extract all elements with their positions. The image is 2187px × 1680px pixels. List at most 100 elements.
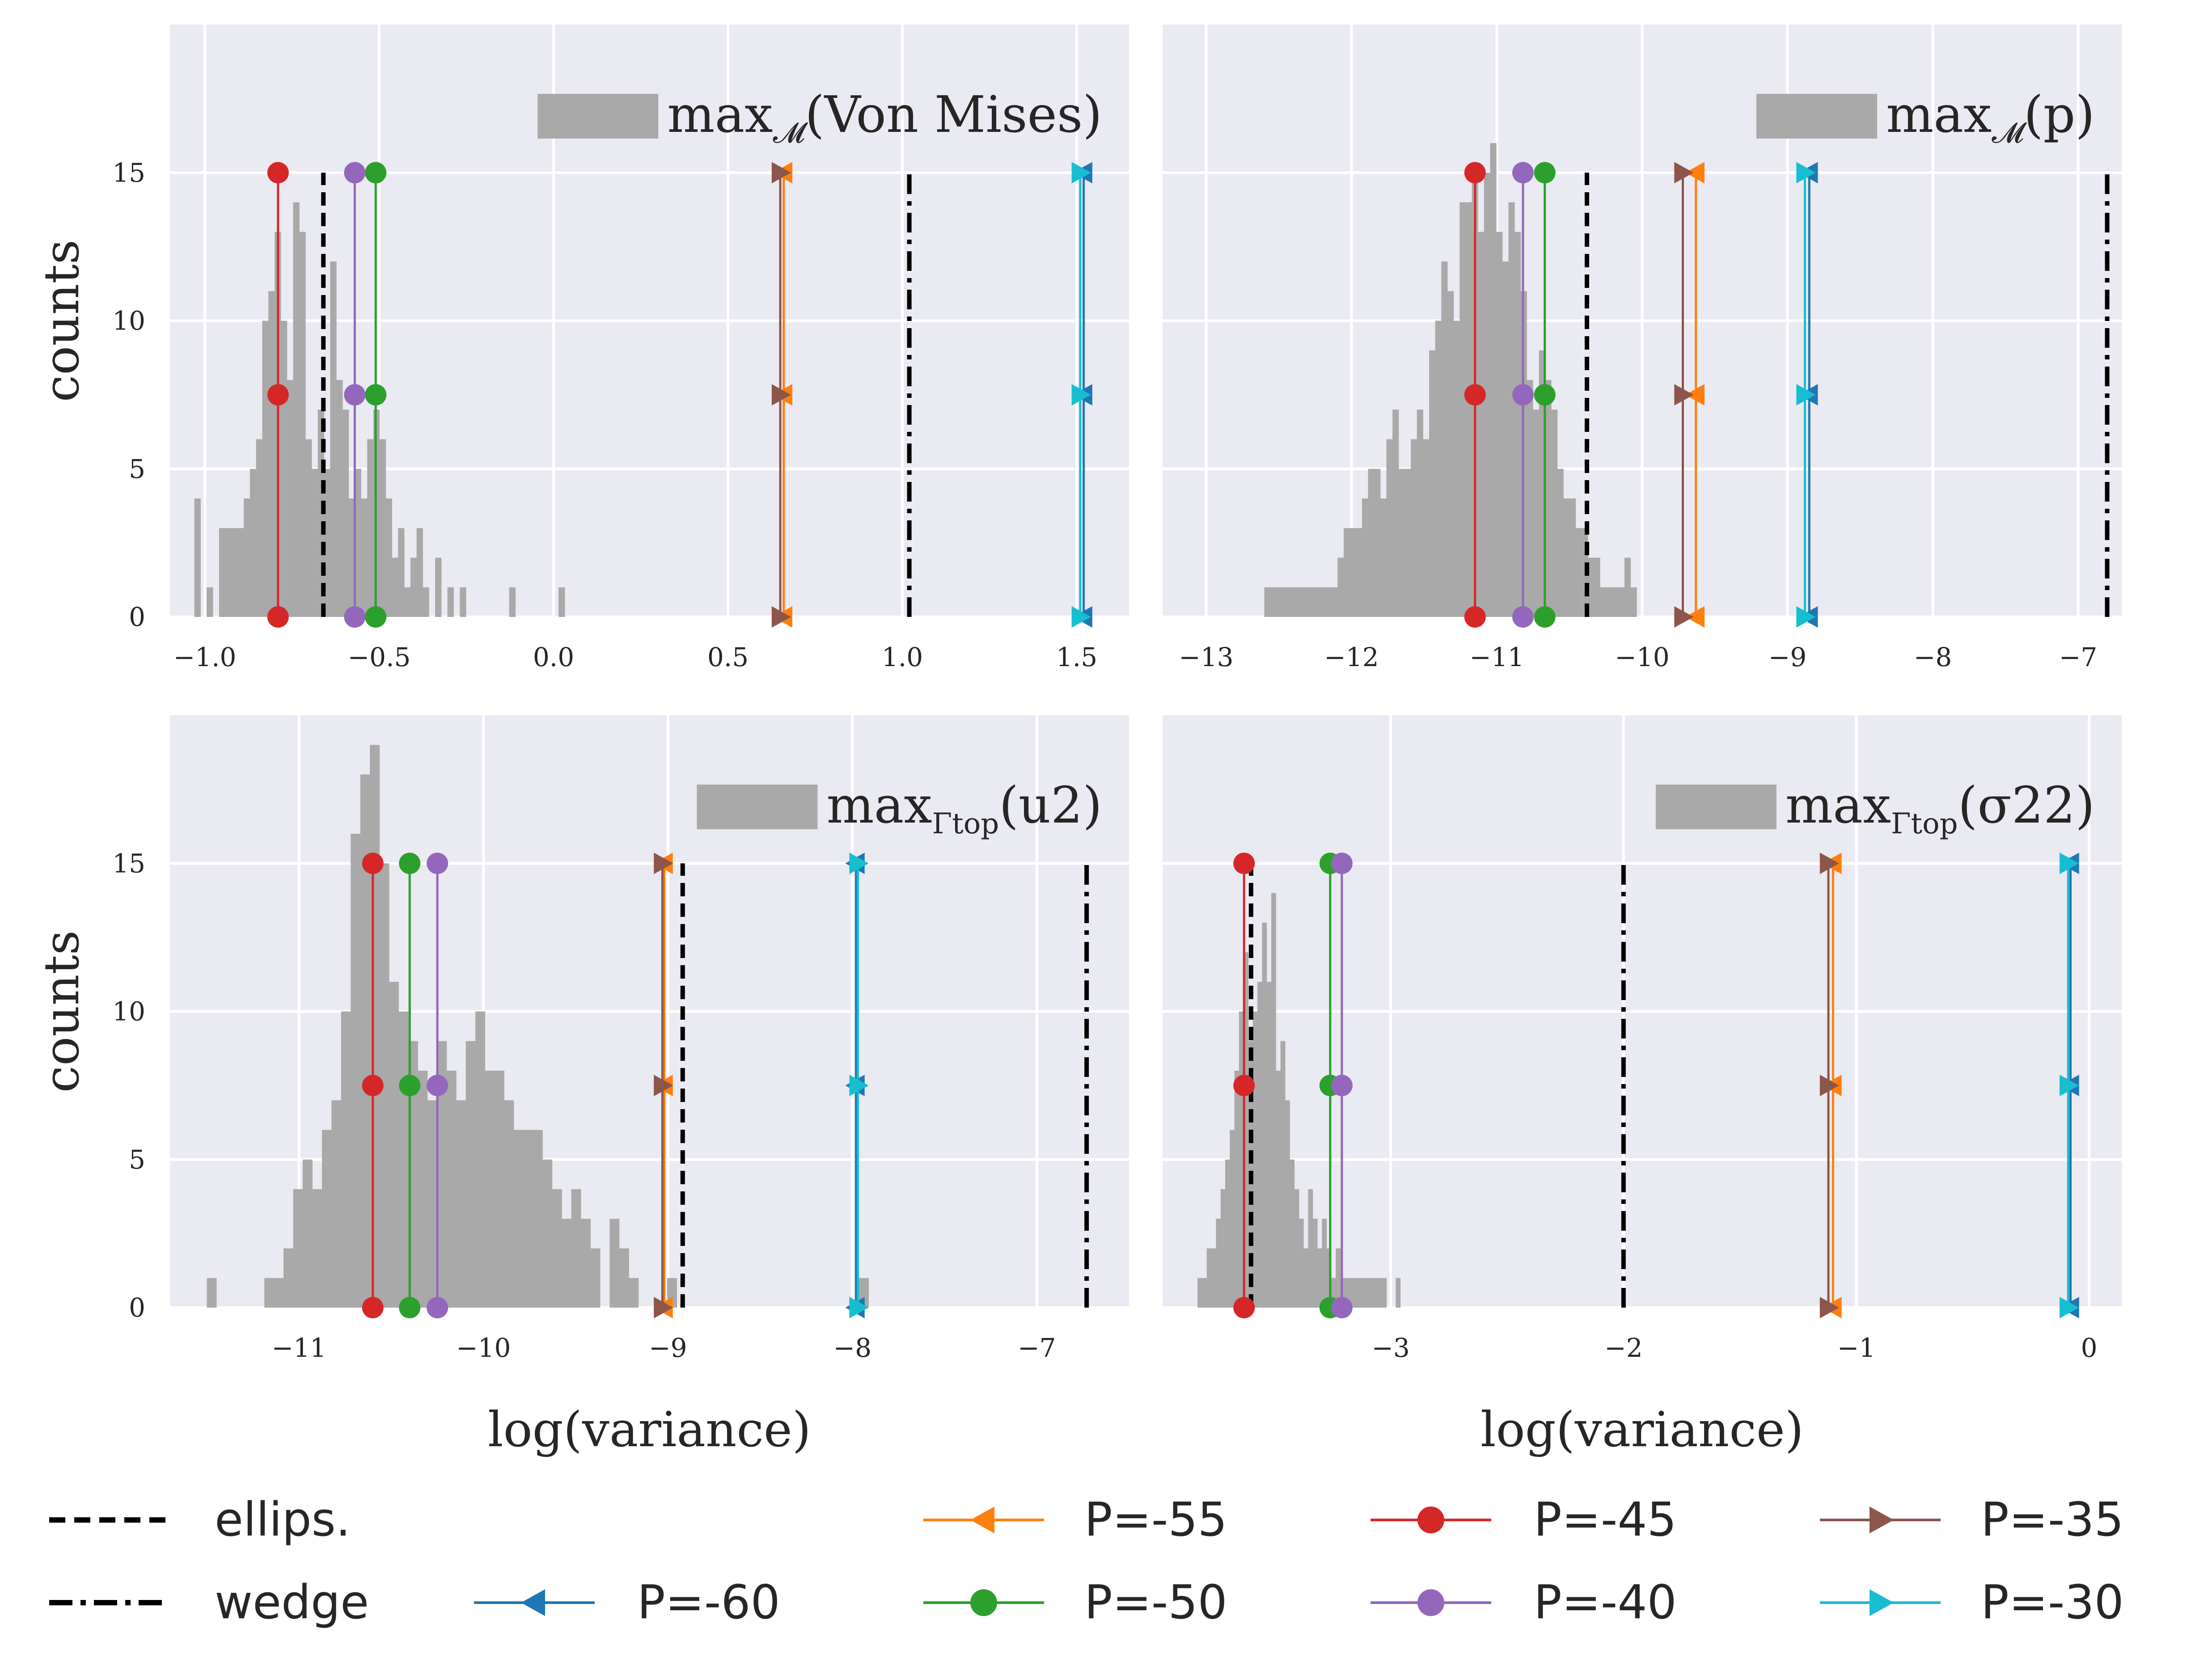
hist-bar — [1294, 1189, 1299, 1308]
hist-bar — [367, 439, 374, 617]
legend-marker-P35 — [1870, 1507, 1894, 1533]
x-tick-label: 1.0 — [882, 642, 923, 672]
x-tick-label: −11 — [1469, 642, 1524, 672]
y-tick-label: 0 — [129, 602, 145, 632]
subplot-title: max𝓜(Von Mises) — [667, 86, 1102, 150]
series-marker-P30 — [2060, 1075, 2079, 1097]
hist-bar — [1358, 1278, 1364, 1308]
hist-bar — [1197, 1278, 1202, 1308]
hist-bar — [1326, 1248, 1332, 1308]
legend-P55-label: P=-55 — [1084, 1492, 1227, 1547]
hist-bar — [447, 587, 454, 617]
x-tick-label: −7 — [2059, 642, 2098, 672]
series-marker-P40 — [1512, 606, 1534, 628]
series-marker-P50 — [1534, 384, 1556, 406]
series-marker-P35 — [1819, 1297, 1840, 1318]
hist-bar — [1624, 557, 1631, 617]
series-marker-P45 — [267, 384, 289, 406]
x-tick-label: −8 — [1914, 642, 1952, 672]
series-marker-P50 — [399, 853, 421, 874]
hist-bar — [1484, 173, 1491, 617]
hist-bar — [1290, 1159, 1295, 1308]
hist-bar — [1569, 498, 1576, 617]
x-tick-label: −9 — [649, 1333, 687, 1363]
series-marker-P30 — [2060, 853, 2079, 874]
legend-P45-label: P=-45 — [1534, 1492, 1677, 1547]
hist-bar — [1289, 587, 1295, 617]
hist-bar — [435, 557, 442, 617]
x-tick-label: −1.0 — [173, 642, 237, 672]
series-marker-P30 — [1796, 606, 1816, 628]
hist-bar — [1325, 587, 1332, 617]
x-tick-label: −12 — [1324, 642, 1379, 672]
hist-bar — [385, 498, 392, 617]
hist-bar — [1363, 1278, 1369, 1308]
hist-bar — [1612, 587, 1619, 617]
subplot-1: −1.0 −0.5 0.0 0.5 1.0 1.5 0 5 10 15 counts max𝓜(Von… — [34, 25, 1129, 672]
hist-bar — [268, 291, 275, 617]
hist-bar — [1276, 587, 1283, 617]
legend-marker-entries — [474, 1507, 1941, 1616]
x-tick-label: −8 — [833, 1333, 872, 1363]
hist-bar — [1322, 1219, 1327, 1308]
hist-bar — [355, 469, 361, 617]
legend-P40-label: P=-40 — [1534, 1575, 1677, 1629]
series-marker-P35 — [1674, 162, 1694, 184]
series-marker-P40 — [1331, 1297, 1353, 1318]
hist-bar — [1285, 1100, 1290, 1308]
title-swatch — [697, 785, 818, 829]
hist-bar — [264, 1278, 275, 1308]
hist-bar — [1343, 528, 1350, 617]
hist-bar — [1527, 380, 1533, 617]
hist-bar — [1514, 232, 1521, 617]
series-marker-P45 — [1464, 162, 1486, 184]
hist-bar — [1386, 439, 1393, 617]
series-marker-P30 — [1796, 162, 1816, 184]
legend-marker-P60 — [521, 1589, 545, 1616]
hist-bar — [237, 528, 244, 617]
hist-bar — [1331, 1278, 1336, 1308]
hist-bar — [1508, 202, 1515, 617]
y-tick-label: 10 — [112, 306, 145, 336]
hist-bar — [287, 380, 293, 617]
legend-P35-label: P=-35 — [1981, 1492, 2124, 1547]
hist-bar — [398, 1011, 409, 1308]
hist-bar — [1545, 380, 1552, 617]
legend-marker-P50 — [970, 1589, 997, 1616]
x-tick-label: −1 — [1837, 1333, 1876, 1363]
hist-bar — [348, 498, 355, 617]
series-marker-P30 — [849, 1297, 869, 1318]
hist-bar — [283, 1248, 294, 1308]
hist-bar — [280, 321, 288, 617]
hist-bar — [398, 528, 405, 617]
hist-bar — [1280, 1041, 1286, 1308]
subplot-4: −3 −2 −1 0 log(variance) maxΓtop(σ22) — [1163, 715, 2122, 1458]
series-marker-P50 — [1534, 162, 1556, 184]
hist-bar — [194, 498, 201, 617]
legend: ellips. wedge P=-60 P=-55 P=-50 P=-45 P=… — [49, 1492, 2124, 1629]
hist-bar — [513, 1130, 524, 1308]
y-tick-label: 5 — [129, 454, 145, 484]
hist-bar — [410, 557, 417, 617]
hist-bar — [1459, 202, 1466, 617]
series-marker-P45 — [362, 1075, 384, 1097]
series-marker-P35 — [771, 606, 791, 628]
series-marker-P40 — [1331, 853, 1353, 874]
x-tick-label: −11 — [272, 1333, 326, 1363]
hist-bar — [299, 232, 306, 617]
hist-bar — [1301, 587, 1307, 617]
hist-bar — [1382, 1278, 1387, 1308]
hist-bar — [1239, 1011, 1244, 1308]
hist-bar — [293, 202, 300, 617]
hist-bar — [562, 1219, 572, 1308]
hist-bar — [1331, 587, 1338, 617]
hist-bar — [423, 587, 429, 617]
legend-P60-label: P=-60 — [637, 1575, 780, 1629]
hist-bar — [1447, 291, 1454, 617]
series-marker-P40 — [427, 1297, 448, 1318]
series-marker-P45 — [267, 162, 289, 184]
hist-bar — [1312, 1219, 1318, 1308]
series-marker-P30 — [2060, 1297, 2079, 1318]
hist-bar — [312, 1189, 322, 1308]
hist-bar — [342, 409, 349, 617]
